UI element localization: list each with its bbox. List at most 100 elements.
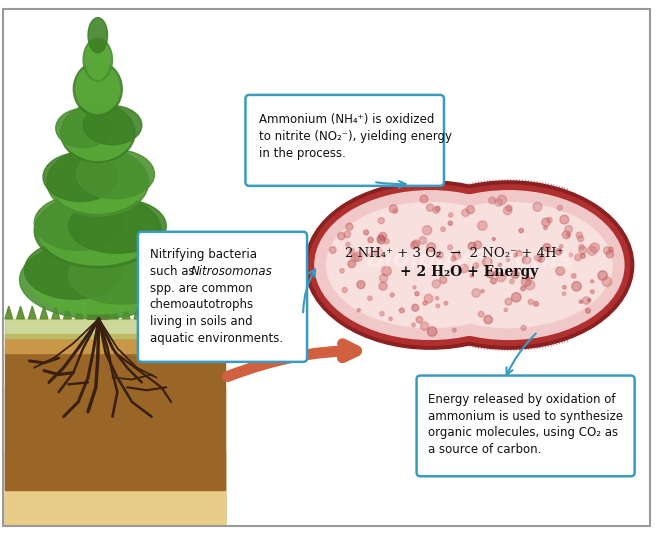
- Circle shape: [357, 309, 360, 312]
- Text: Energy released by oxidation of: Energy released by oxidation of: [428, 393, 616, 406]
- Circle shape: [448, 245, 453, 250]
- Ellipse shape: [68, 246, 176, 304]
- Circle shape: [533, 202, 542, 211]
- Circle shape: [598, 271, 608, 280]
- Circle shape: [462, 209, 469, 217]
- Text: Nitrifying bacteria: Nitrifying bacteria: [149, 248, 257, 262]
- Circle shape: [528, 299, 533, 304]
- Polygon shape: [40, 306, 48, 319]
- Circle shape: [449, 213, 453, 217]
- Circle shape: [433, 207, 440, 213]
- Circle shape: [567, 233, 570, 236]
- Circle shape: [344, 231, 350, 238]
- Circle shape: [506, 258, 509, 262]
- Circle shape: [346, 223, 353, 230]
- Polygon shape: [111, 306, 119, 319]
- Circle shape: [555, 249, 561, 255]
- Circle shape: [511, 271, 519, 278]
- Circle shape: [478, 311, 484, 317]
- Polygon shape: [64, 306, 72, 319]
- Circle shape: [543, 243, 551, 251]
- Text: such as: such as: [149, 265, 198, 278]
- Polygon shape: [216, 306, 224, 319]
- Circle shape: [525, 280, 535, 290]
- Polygon shape: [17, 306, 24, 319]
- Circle shape: [496, 272, 506, 282]
- Circle shape: [494, 271, 498, 275]
- Circle shape: [602, 277, 612, 287]
- Circle shape: [582, 297, 590, 304]
- Polygon shape: [181, 306, 189, 319]
- Polygon shape: [5, 333, 225, 353]
- Polygon shape: [134, 306, 142, 319]
- Polygon shape: [5, 451, 225, 524]
- Polygon shape: [98, 306, 107, 319]
- Circle shape: [377, 236, 385, 244]
- Circle shape: [377, 235, 385, 242]
- Ellipse shape: [39, 196, 157, 265]
- Text: ammonium is used to synthesize: ammonium is used to synthesize: [428, 410, 624, 423]
- Polygon shape: [5, 495, 225, 524]
- Circle shape: [604, 247, 611, 255]
- Circle shape: [521, 277, 531, 286]
- Ellipse shape: [393, 191, 624, 339]
- Circle shape: [575, 254, 582, 261]
- Circle shape: [342, 287, 347, 293]
- Text: aquatic environments.: aquatic environments.: [149, 332, 283, 345]
- Circle shape: [498, 263, 502, 266]
- Ellipse shape: [86, 40, 109, 79]
- Circle shape: [389, 205, 397, 213]
- Polygon shape: [28, 306, 36, 319]
- Circle shape: [472, 289, 480, 297]
- Circle shape: [423, 226, 431, 235]
- Ellipse shape: [34, 196, 122, 250]
- Circle shape: [473, 263, 478, 269]
- Text: Nitrosomonas: Nitrosomonas: [191, 265, 273, 278]
- Ellipse shape: [19, 241, 176, 319]
- Ellipse shape: [309, 185, 551, 345]
- Circle shape: [413, 286, 416, 289]
- Circle shape: [379, 232, 387, 240]
- Circle shape: [504, 308, 507, 311]
- Circle shape: [426, 204, 433, 211]
- Text: spp. are common: spp. are common: [149, 282, 253, 295]
- Polygon shape: [145, 306, 153, 319]
- Circle shape: [563, 286, 566, 289]
- Circle shape: [384, 239, 389, 244]
- Circle shape: [474, 241, 482, 249]
- Text: in the process.: in the process.: [259, 147, 346, 160]
- Ellipse shape: [383, 181, 634, 349]
- Circle shape: [424, 294, 433, 303]
- Circle shape: [369, 254, 372, 257]
- Circle shape: [535, 255, 541, 261]
- Polygon shape: [75, 306, 83, 319]
- Circle shape: [330, 247, 336, 254]
- Ellipse shape: [88, 18, 108, 53]
- Ellipse shape: [315, 191, 545, 339]
- Circle shape: [579, 300, 582, 303]
- Circle shape: [523, 256, 531, 264]
- FancyBboxPatch shape: [417, 376, 634, 476]
- Circle shape: [514, 253, 517, 257]
- Circle shape: [562, 231, 570, 239]
- Polygon shape: [193, 306, 200, 319]
- Ellipse shape: [326, 202, 534, 327]
- Text: BiologyForums: BiologyForums: [365, 248, 574, 272]
- Circle shape: [368, 237, 373, 243]
- FancyBboxPatch shape: [245, 95, 444, 186]
- Circle shape: [427, 243, 436, 251]
- Circle shape: [478, 221, 487, 230]
- Circle shape: [495, 199, 502, 206]
- Circle shape: [421, 322, 429, 330]
- Ellipse shape: [76, 65, 119, 113]
- Circle shape: [591, 280, 594, 283]
- Circle shape: [420, 195, 428, 203]
- Circle shape: [579, 246, 586, 254]
- Circle shape: [543, 226, 547, 230]
- Polygon shape: [5, 387, 225, 412]
- Circle shape: [435, 207, 440, 211]
- Circle shape: [576, 232, 582, 238]
- Circle shape: [517, 250, 522, 256]
- Ellipse shape: [60, 104, 135, 163]
- Ellipse shape: [47, 148, 149, 216]
